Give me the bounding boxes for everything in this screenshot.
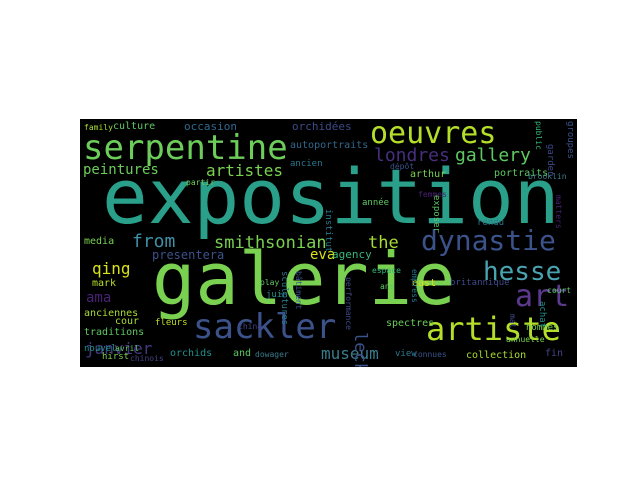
word-connues: connues [413, 350, 447, 359]
word-bâtiment: bâtiment [294, 271, 303, 310]
word-nouvel: nouvel [84, 344, 117, 354]
word-cour: cour [115, 316, 140, 327]
word-hommes: hommes [526, 323, 559, 333]
word-empress: empress [410, 269, 419, 303]
word-autoportraits: autoportraits [290, 140, 369, 151]
word-museum: museum [321, 344, 379, 363]
word-avril: avril [115, 344, 140, 353]
word-hirst: hirst [102, 352, 130, 362]
word-performance: performance [344, 277, 353, 330]
word-leckey: leckey [350, 332, 370, 367]
word-institut: institut [323, 209, 333, 253]
word-cloud: exposition galerie serpentine oeuvres sa… [80, 119, 577, 367]
word-orchids: orchids [170, 348, 213, 359]
word-achat: achat [537, 301, 547, 329]
word-anciennes: anciennes [84, 308, 139, 319]
word-spectres: spectres [386, 318, 435, 329]
word-the: the [368, 233, 399, 253]
word-china: china [238, 322, 263, 331]
word-media: media [84, 236, 115, 247]
word-mal: mal [508, 314, 517, 329]
word-from: from [132, 231, 176, 252]
word-east: east [412, 278, 437, 289]
word-femmes: femmes [418, 190, 447, 199]
word-dowager: dowager [255, 350, 289, 359]
word-family: family [84, 123, 113, 132]
word-londres: londres [374, 145, 450, 166]
word-ama: ama [86, 290, 112, 306]
word-ans: ans [380, 282, 395, 291]
word-gallery: gallery [455, 145, 531, 166]
word-sculptures: sculptures [279, 271, 289, 326]
word-serpentine: serpentine [83, 128, 288, 168]
word-juin: juin [266, 290, 288, 300]
word-hesse: hesse [483, 257, 562, 287]
word-qing: qing [92, 259, 131, 278]
word-mark: mark [92, 278, 117, 289]
word-année: année [362, 198, 390, 208]
word-artistes: artistes [206, 161, 284, 180]
word-artiste: artiste [426, 310, 561, 348]
word-play: play [260, 278, 280, 287]
word-groupes: groupes [565, 121, 575, 159]
word-espace: espace [372, 266, 401, 275]
word-and: and [233, 348, 252, 359]
word-arthur: arthur [410, 169, 447, 180]
word-brooklin: brooklin [528, 172, 567, 181]
word-eva: eva [310, 247, 336, 263]
word-ancien: ancien [290, 159, 323, 169]
word-collection: collection [466, 350, 527, 361]
word-janvier: janvier [85, 339, 153, 358]
word-galerie: galerie [152, 237, 456, 321]
word-portraits: portraits [494, 168, 549, 179]
word-agency: agency [332, 248, 372, 261]
word-annuelle: annuelle [506, 335, 545, 344]
word-culture: culture [113, 121, 156, 132]
word-chinois: chinois [130, 354, 164, 363]
word-garden: garden [545, 144, 555, 177]
word-presentera: presentera [152, 248, 225, 262]
word-fleurs: fleurs [155, 318, 188, 328]
word-occasion: occasion [184, 120, 237, 133]
word-view: view [395, 349, 417, 359]
word-oeuvres: oeuvres [370, 119, 497, 151]
word-court: court [547, 286, 572, 295]
word-peintures: peintures [83, 162, 159, 178]
word-exposer: exposer [431, 195, 441, 233]
word-dynastie: dynastie [421, 224, 556, 257]
word-dépôt: dépôt [390, 162, 415, 171]
word-orchidées: orchidées [292, 120, 352, 133]
word-traditions: traditions [84, 327, 145, 338]
word-sackler: sackler [193, 307, 337, 347]
word-smithsonian: smithsonian [214, 233, 327, 253]
word-partir: partir [186, 178, 215, 187]
word-matters: matters [554, 195, 563, 229]
word-public: public [534, 121, 543, 150]
word-britannique: britannique [450, 278, 510, 288]
word-exposition: exposition [102, 152, 560, 241]
word-fin: fin [545, 348, 564, 359]
word-rendu: rendu [477, 218, 505, 228]
word-art: art [515, 279, 570, 314]
